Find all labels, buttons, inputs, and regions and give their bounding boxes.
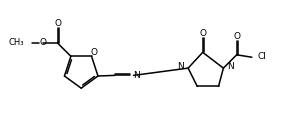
Text: O: O: [200, 29, 207, 38]
Text: N: N: [177, 62, 184, 71]
Text: O: O: [39, 38, 46, 47]
Text: O: O: [90, 48, 97, 57]
Text: Cl: Cl: [257, 52, 266, 61]
Text: O: O: [234, 32, 241, 41]
Text: N: N: [133, 71, 140, 80]
Text: CH₃: CH₃: [8, 39, 23, 48]
Text: N: N: [227, 62, 234, 71]
Text: O: O: [54, 19, 61, 28]
